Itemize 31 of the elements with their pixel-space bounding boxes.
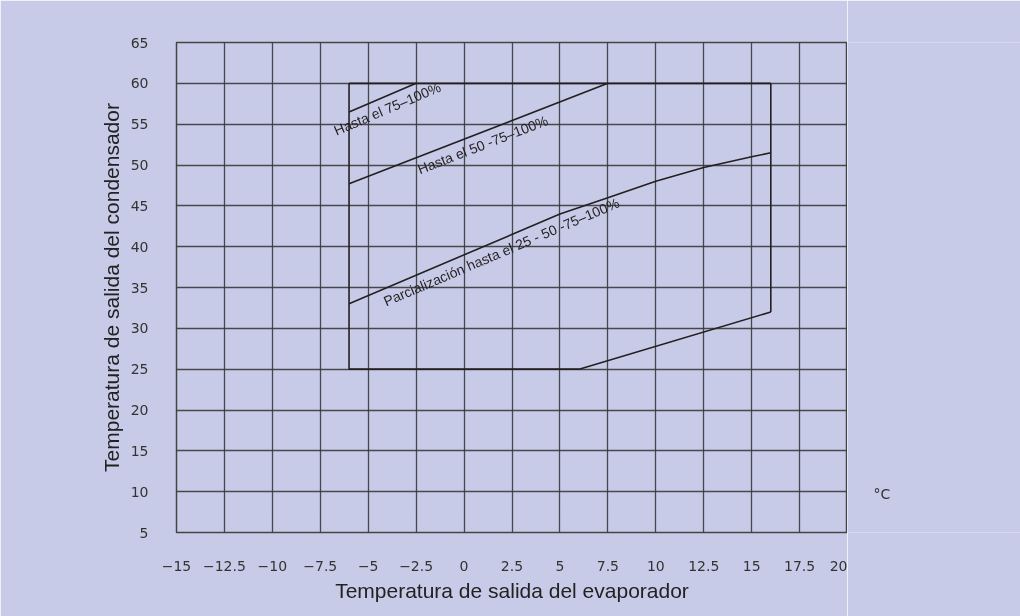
x-tick-label: 0 [459,557,469,574]
y-tick-label: 10 [130,483,149,500]
x-tick-label: −10 [257,557,288,574]
x-tick-label: −12.5 [202,557,246,574]
x-tick-label: 15 [742,557,761,574]
y-tick-label: 65 [130,34,149,51]
text: °C [873,486,891,503]
y-tick-label: 45 [130,197,149,214]
x-tick-label: 10 [646,557,665,574]
x-axis-title: Temperatura de salida del evaporador [335,578,689,602]
x-tick-label: −7.5 [303,557,338,574]
y-axis-title: Temperatura de salida del condensador [99,103,123,472]
y-tick-label: 15 [130,442,149,459]
x-tick-label: 7.5 [596,557,619,574]
x-tick-label: −15 [161,557,192,574]
x-tick-label: 17.5 [783,557,816,574]
x-tick-label: −2.5 [399,557,434,574]
x-tick-label: 20 [829,557,848,574]
x-tick-label: 12.5 [688,557,720,574]
y-tick-label: 25 [130,361,149,378]
y-tick-label: 5 [139,524,149,541]
x-tick-label: 2.5 [500,557,524,574]
x-tick-label: 5 [555,557,565,574]
x-tick-label: −5 [357,557,379,574]
y-tick-label: 30 [130,320,149,337]
y-tick-label: 40 [130,238,149,255]
y-tick-label: 60 [130,75,149,92]
y-tick-label: 35 [130,279,149,296]
y-tick-label: 50 [130,157,149,173]
y-tick-label: 20 [130,402,149,418]
y-tick-label: 55 [130,116,149,133]
